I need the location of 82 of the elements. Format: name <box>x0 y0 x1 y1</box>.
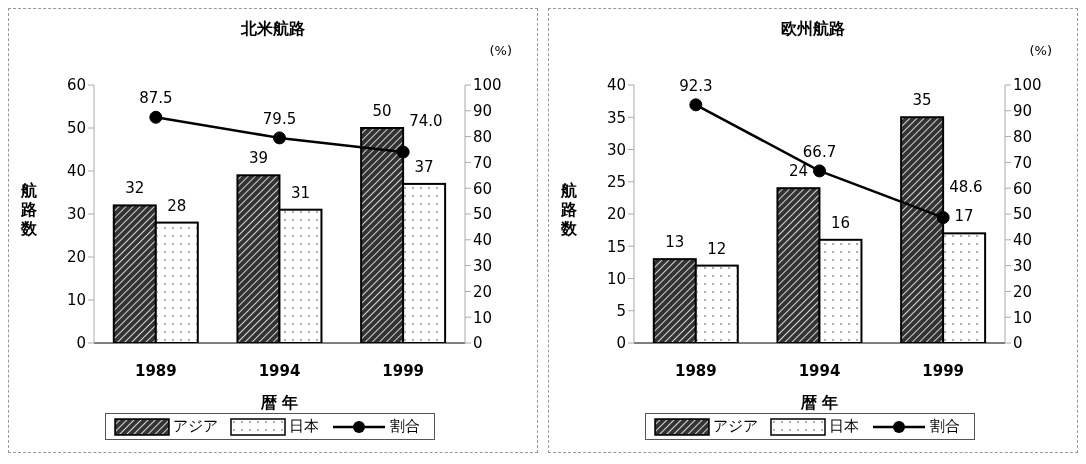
data-label: 28 <box>167 196 187 215</box>
y2-tick-label: 30 <box>473 256 493 275</box>
y2-tick-label: 80 <box>473 127 493 146</box>
y2-tick-label: 80 <box>1013 127 1033 146</box>
x-axis-title: 暦 年 <box>259 393 299 412</box>
x-tick-label: 1994 <box>798 361 841 380</box>
y-tick-label: 15 <box>606 237 626 256</box>
point <box>813 164 826 178</box>
y-tick-label: 50 <box>66 119 86 138</box>
data-label: 66.7 <box>802 142 837 161</box>
y2-tick-label: 10 <box>1013 308 1033 327</box>
y-tick-label: 0 <box>76 334 86 353</box>
x-tick-label: 1994 <box>258 361 301 380</box>
y2-tick-label: 70 <box>473 153 493 172</box>
y-tick-label: 60 <box>66 76 86 95</box>
y-tick-label: 0 <box>616 334 626 353</box>
x-axis-title: 暦 年 <box>799 393 839 412</box>
data-label: 16 <box>830 213 850 232</box>
y-tick-label: 5 <box>616 302 626 321</box>
y2-tick-label: 20 <box>1013 282 1033 301</box>
y-tick-label: 20 <box>606 205 626 224</box>
legend-label: 日本 <box>288 417 319 436</box>
y2-tick-label: 90 <box>1013 102 1033 121</box>
y-tick-label: 30 <box>606 140 626 159</box>
point <box>273 131 286 145</box>
data-label: 13 <box>665 233 685 252</box>
y-axis-title: 航路数 <box>560 181 578 238</box>
y-tick-label: 35 <box>606 108 626 127</box>
legend-label: 日本 <box>828 417 859 436</box>
legend-label: アジア <box>712 417 758 436</box>
point <box>396 145 410 159</box>
y-tick-label: 10 <box>66 291 86 310</box>
chart-title: 欧州航路 <box>780 19 846 40</box>
y2-tick-label: 30 <box>1013 256 1033 275</box>
y2-tick-label: 100 <box>1013 76 1042 95</box>
y-tick-label: 40 <box>66 162 86 181</box>
data-label: 37 <box>414 157 434 176</box>
data-label: 48.6 <box>949 177 983 196</box>
y2-tick-label: 50 <box>473 205 493 224</box>
y2-tick-label: 40 <box>473 231 493 250</box>
y-tick-label: 10 <box>606 269 626 288</box>
y-tick-label: 30 <box>66 205 86 224</box>
y2-tick-label: 90 <box>473 102 493 121</box>
data-label: 79.5 <box>262 109 297 128</box>
x-tick-label: 1989 <box>134 361 177 380</box>
y2-tick-label: 100 <box>473 76 502 95</box>
legend-label: 割合 <box>929 417 960 436</box>
data-label: 87.5 <box>139 89 173 108</box>
y-tick-label: 25 <box>606 173 626 192</box>
y2-tick-label: 50 <box>1013 205 1033 224</box>
y2-tick-label: 40 <box>1013 231 1033 250</box>
data-label: 74.0 <box>409 112 443 131</box>
x-tick-label: 1999 <box>382 361 425 380</box>
point <box>149 110 163 124</box>
y-tick-label: 20 <box>66 248 86 267</box>
point <box>689 98 703 112</box>
y2-tick-label: 0 <box>1013 334 1023 353</box>
x-tick-label: 1989 <box>674 361 717 380</box>
data-label: 12 <box>707 239 727 258</box>
data-label: 17 <box>954 207 974 226</box>
y2-tick-label: 70 <box>1013 153 1033 172</box>
x-tick-label: 1999 <box>922 361 965 380</box>
y2-tick-label: 10 <box>473 308 493 327</box>
y2-axis-title: (%) <box>489 43 512 58</box>
y2-tick-label: 0 <box>473 334 483 353</box>
point <box>936 211 950 225</box>
y-axis-title: 航路数 <box>20 181 38 238</box>
data-label: 39 <box>248 149 268 168</box>
data-label: 50 <box>372 102 392 120</box>
data-label: 24 <box>788 162 808 181</box>
data-label: 35 <box>912 91 932 110</box>
y2-tick-label: 20 <box>473 282 493 301</box>
data-label: 92.3 <box>679 76 713 95</box>
y2-tick-label: 60 <box>1013 179 1033 198</box>
data-label: 32 <box>125 179 145 198</box>
chart-title: 北米航路 <box>240 19 306 40</box>
legend-label: 割合 <box>389 417 420 436</box>
y2-tick-label: 60 <box>473 179 493 198</box>
y-tick-label: 40 <box>606 76 626 95</box>
y2-axis-title: (%) <box>1029 43 1052 58</box>
data-label: 31 <box>290 183 310 202</box>
legend-label: アジア <box>172 417 218 436</box>
